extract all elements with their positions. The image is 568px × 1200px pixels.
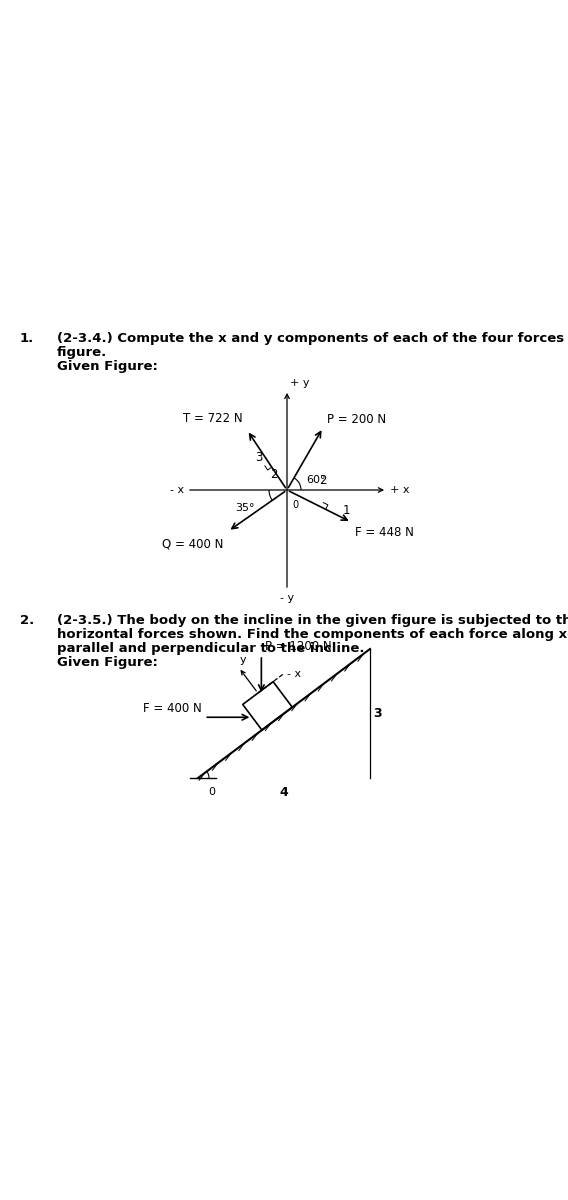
Text: 0: 0 xyxy=(292,500,298,510)
Text: Given Figure:: Given Figure: xyxy=(57,360,158,373)
Text: - x: - x xyxy=(286,668,300,679)
Text: P = 200 N: P = 200 N xyxy=(327,413,386,426)
Text: 0: 0 xyxy=(208,787,215,797)
Text: 2.: 2. xyxy=(20,614,34,626)
Text: parallel and perpendicular to the incline.: parallel and perpendicular to the inclin… xyxy=(57,642,365,655)
Text: + y: + y xyxy=(290,378,310,388)
Text: 4: 4 xyxy=(279,786,289,799)
Text: Q = 400 N: Q = 400 N xyxy=(162,538,223,551)
Text: 2: 2 xyxy=(319,474,326,487)
Text: Given Figure:: Given Figure: xyxy=(57,656,158,670)
Text: - y: - y xyxy=(280,593,294,602)
Text: - x: - x xyxy=(170,485,184,494)
Text: P = 1200 N: P = 1200 N xyxy=(265,640,332,653)
Text: y: y xyxy=(240,655,247,666)
Text: (2-3.4.) Compute the x and y components of each of the four forces shown in the: (2-3.4.) Compute the x and y components … xyxy=(57,332,568,346)
Text: T = 722 N: T = 722 N xyxy=(183,412,243,425)
Text: F = 400 N: F = 400 N xyxy=(143,702,201,715)
Text: 3: 3 xyxy=(373,707,382,720)
Text: 1.: 1. xyxy=(20,332,34,346)
Text: 1: 1 xyxy=(343,504,350,517)
Text: F = 448 N: F = 448 N xyxy=(356,526,414,539)
Text: 3: 3 xyxy=(256,450,263,463)
Text: horizontal forces shown. Find the components of each force along x-y axes orient: horizontal forces shown. Find the compon… xyxy=(57,628,568,641)
Text: 2: 2 xyxy=(270,468,278,480)
Text: 60°: 60° xyxy=(306,475,325,485)
Text: 35°: 35° xyxy=(236,503,255,514)
Text: + x: + x xyxy=(390,485,410,494)
Text: figure.: figure. xyxy=(57,346,107,359)
Text: (2-3.5.) The body on the incline in the given figure is subjected to the vertica: (2-3.5.) The body on the incline in the … xyxy=(57,614,568,626)
